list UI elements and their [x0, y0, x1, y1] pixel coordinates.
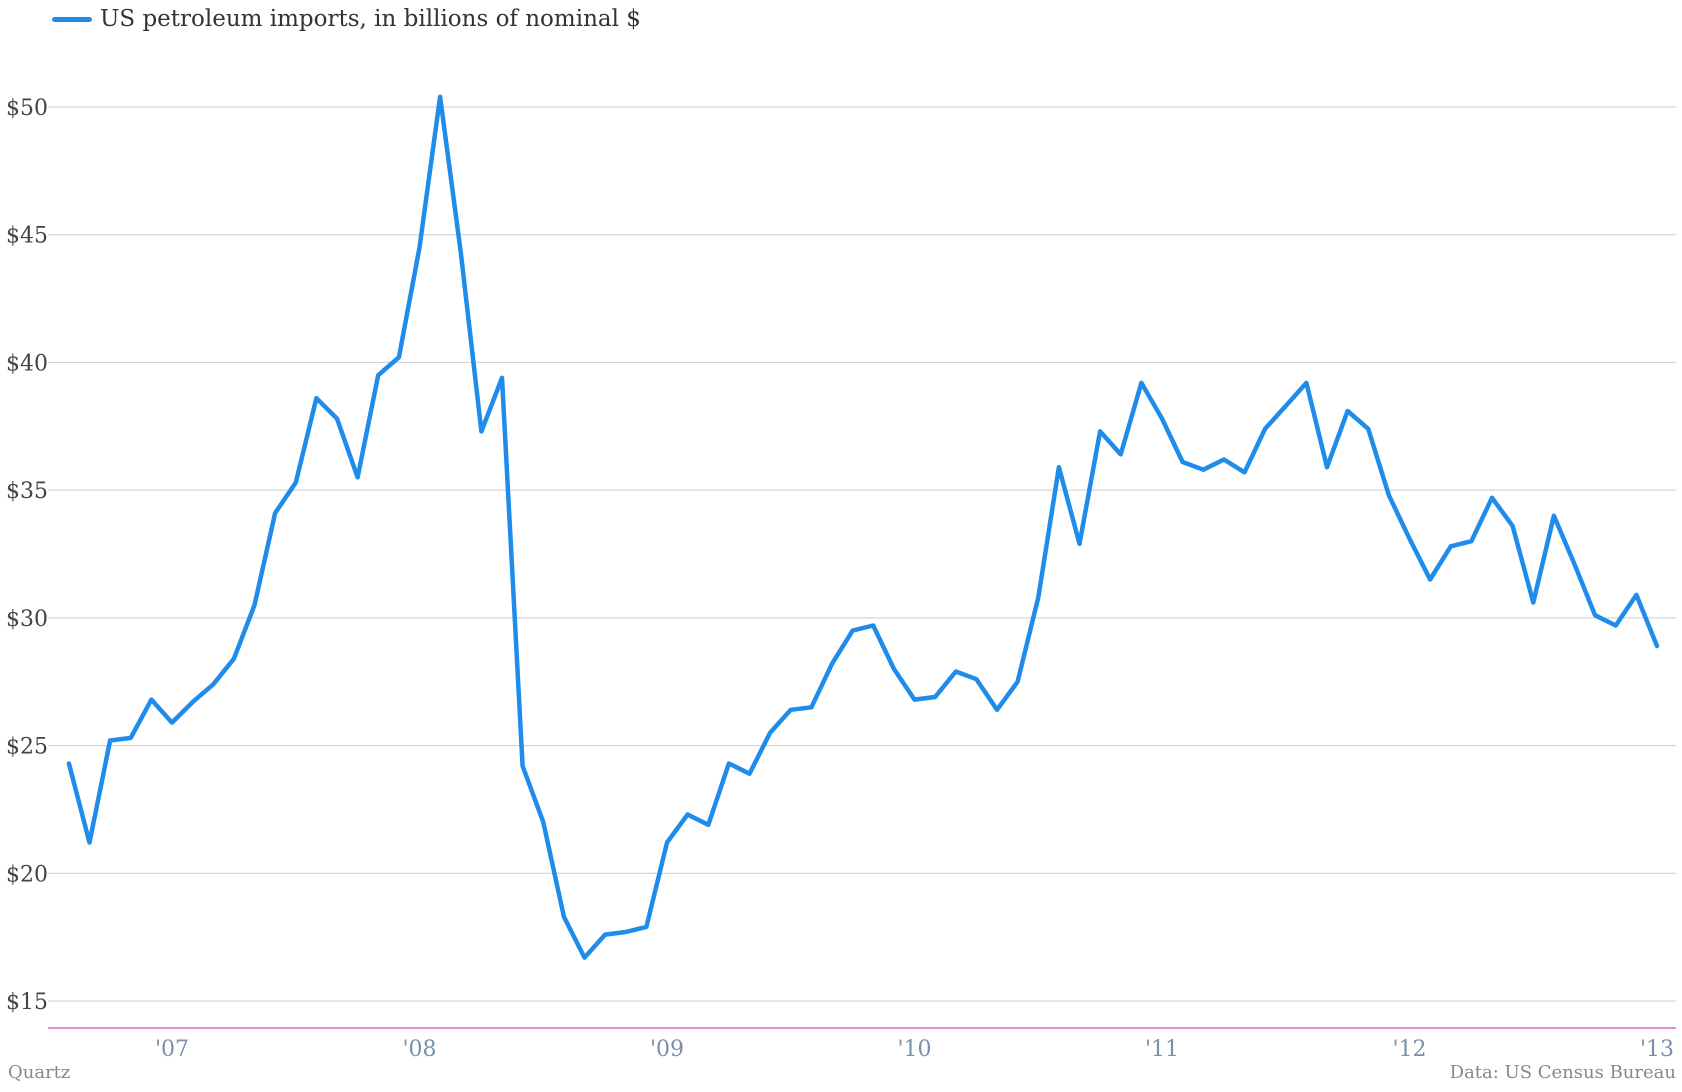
series-layer — [66, 94, 1660, 960]
y-axis-ticks: $15 $20 $25 $30 $35 $40 $45 $50 — [6, 96, 48, 1015]
x-tick-label: '09 — [650, 1037, 684, 1062]
y-tick-label: $40 — [6, 351, 48, 376]
y-tick-label: $35 — [6, 479, 48, 504]
footer-credit: Quartz — [8, 1062, 71, 1083]
y-tick-label: $50 — [6, 96, 48, 121]
x-axis: '07 '08 '09 '10 '11 '12 '13 — [48, 1027, 1676, 1062]
x-tick-label: '10 — [897, 1037, 931, 1062]
x-tick-label: '12 — [1392, 1037, 1426, 1062]
y-tick-label: $45 — [6, 224, 48, 249]
x-tick-label: '07 — [155, 1037, 189, 1062]
footer-source: Data: US Census Bureau — [1449, 1062, 1676, 1083]
x-tick-label: '08 — [402, 1037, 436, 1062]
y-tick-label: $15 — [6, 990, 48, 1015]
legend: US petroleum imports, in billions of nom… — [52, 6, 641, 32]
gridlines — [48, 106, 1676, 1002]
y-tick-label: $25 — [6, 735, 48, 760]
x-tick-label: '13 — [1640, 1037, 1674, 1062]
x-tick-label: '11 — [1145, 1037, 1179, 1062]
y-tick-label: $20 — [6, 862, 48, 887]
legend-swatch — [52, 16, 92, 22]
series-line — [66, 94, 1660, 960]
legend-label: US petroleum imports, in billions of nom… — [100, 6, 641, 32]
y-tick-label: $30 — [6, 607, 48, 632]
